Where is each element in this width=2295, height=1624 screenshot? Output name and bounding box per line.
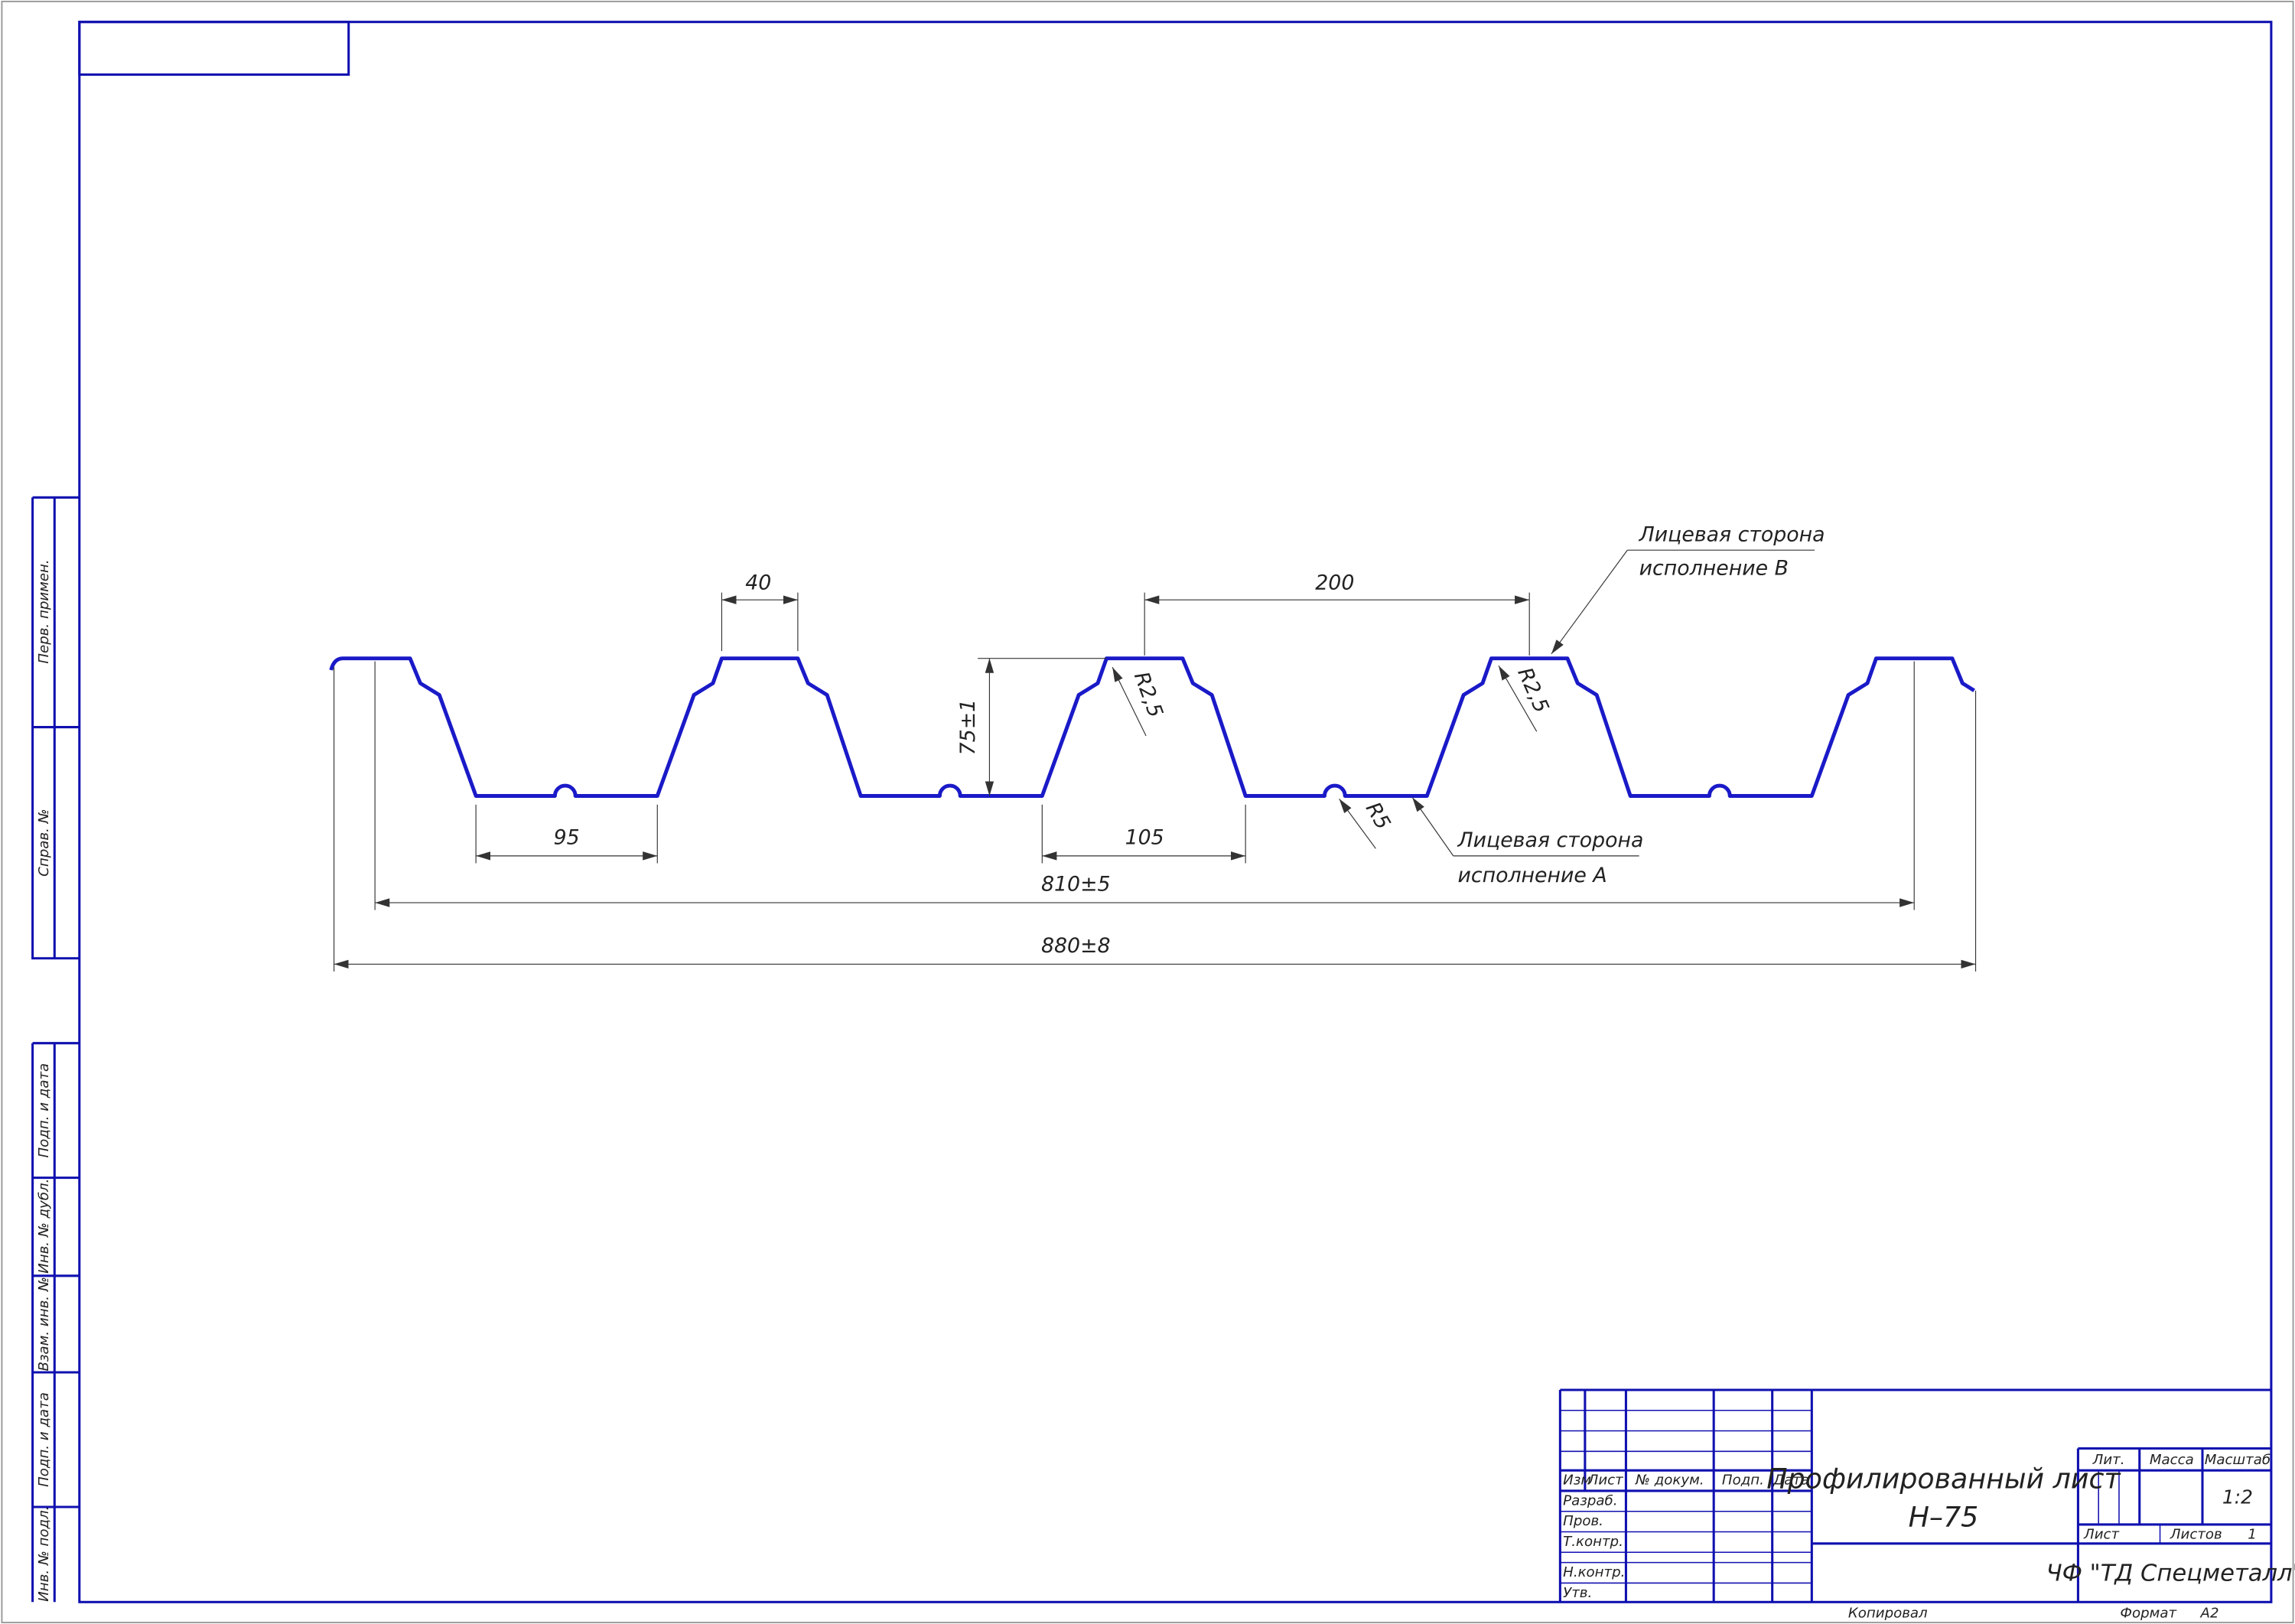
label: Листов: [2170, 1526, 2222, 1542]
title-block: Изм Лист № докум. Подп. Дата Разраб. Про…: [1558, 1388, 2295, 1622]
header: Подп.: [1722, 1473, 1764, 1489]
frame: [78, 21, 2273, 1603]
role: Утв.: [1563, 1585, 1592, 1601]
label: Масштаб: [2205, 1452, 2271, 1468]
stamp-label: Инв. № дубл.: [36, 1179, 52, 1274]
header: № докум.: [1635, 1473, 1704, 1489]
dim-label: R5: [1361, 799, 1395, 834]
dim-label: 75±1: [956, 699, 980, 756]
label: Масса: [2150, 1452, 2194, 1468]
dim-label: R2,5: [1512, 664, 1553, 716]
role: Н.контр.: [1563, 1564, 1625, 1580]
callout: исполнение А: [1457, 864, 1606, 887]
title: Профилированный лист: [1766, 1463, 2121, 1495]
stamp-label: Подп. и дата: [36, 1392, 52, 1487]
value: 1: [2248, 1526, 2257, 1542]
role: Т.контр.: [1563, 1534, 1623, 1550]
callout: исполнение В: [1639, 557, 1789, 581]
dim-label: 200: [1315, 571, 1354, 595]
profile: [329, 656, 1975, 798]
header: Изм: [1563, 1473, 1591, 1489]
top-box: [78, 21, 350, 76]
stamp-label: Подп. и дата: [36, 1063, 52, 1158]
role: Пров.: [1563, 1513, 1603, 1529]
label: Лист: [2083, 1526, 2120, 1542]
callout: Лицевая сторона: [1639, 523, 1825, 547]
scale: 1:2: [2222, 1486, 2253, 1508]
dim-label: 105: [1125, 825, 1164, 849]
callout: Лицевая сторона: [1457, 828, 1643, 852]
stamp-label: Справ. №: [36, 809, 52, 877]
stamp-label: Перв. примен.: [36, 559, 52, 663]
label: Формат: [2120, 1606, 2177, 1622]
label: Копировал: [1848, 1606, 1928, 1622]
label: Лит.: [2092, 1452, 2125, 1468]
stamp-label: Инв. № подл.: [36, 1506, 52, 1602]
dim-label: 40: [745, 571, 771, 595]
header: Лист: [1587, 1473, 1624, 1489]
role: Разраб.: [1563, 1492, 1617, 1508]
side-stamps: Перв. примен. Справ. № Подп. и дата Инв.…: [31, 496, 80, 1603]
dimensions: 40 200 75±1 R2,5 R2,5 95 105 R5 810±5 88…: [334, 523, 1977, 971]
dim-label: 95: [554, 825, 580, 849]
dim-label: 880±8: [1041, 934, 1111, 958]
company: ЧФ "ТД Спецметалл": [2046, 1560, 2295, 1587]
header: Дата: [1773, 1473, 1809, 1489]
designation: Н–75: [1909, 1500, 1979, 1533]
value: А2: [2200, 1606, 2219, 1622]
stamp-label: Взам. инв. №: [36, 1277, 52, 1371]
dim-label: 810±5: [1041, 873, 1111, 897]
